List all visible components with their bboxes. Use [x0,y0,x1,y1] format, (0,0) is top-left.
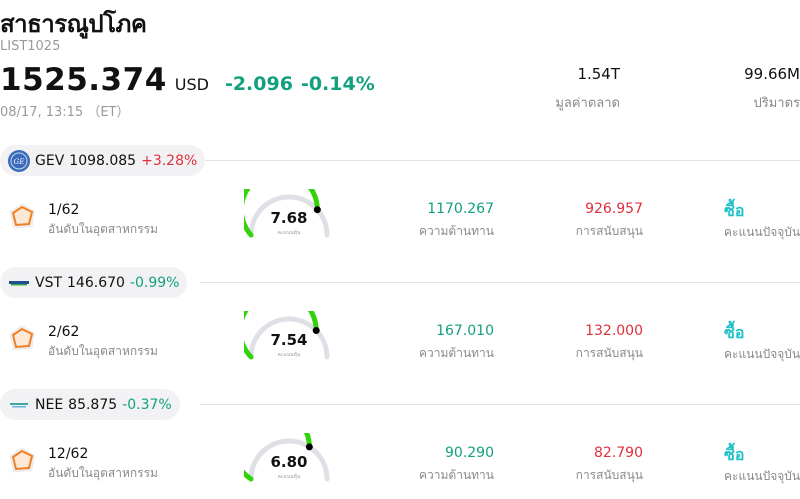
stock-ticker: GEV [35,152,65,169]
stock-price: 85.875 [68,396,118,413]
gauge-fill [244,189,320,238]
resistance-label: ความต้านทาน [419,468,494,482]
rating-label: คะแนนปัจจุบัน [724,469,800,483]
industry-rank-label: อันดับในอุตสาหกรรม [48,222,158,236]
volume-value: 99.66M [744,65,800,83]
gauge-marker [313,206,321,214]
support-label: การสนับสนุน [575,224,643,238]
price-change: -2.096 [224,73,293,95]
stock-score-gauge [244,189,330,238]
stock-pill[interactable]: VST 146.670 -0.99% [0,267,188,298]
industry-rank-icon [7,201,37,231]
index-price: 1525.374 [0,62,167,98]
page-title: สาธารณูปโภค [0,10,147,38]
rating-buy-link[interactable]: ซื้อ [724,323,745,342]
stock-section[interactable]: GE GEV 1098.085 +3.28% 1/62 อันดับในอุตสาหกรร… [0,145,800,267]
industry-rank-icon [7,323,37,353]
stock-ticker: NEE [35,396,64,413]
support-value: 82.790 [594,445,643,461]
stock-score-value: 7.54 [270,331,308,349]
stock-section[interactable]: NEE 85.875 -0.37% 12/62 อันดับในอุตสาหกรรม 6.… [0,389,800,499]
support-label: การสนับสนุน [575,346,643,360]
market-cap-value: 1.54T [577,65,620,83]
industry-rank-icon [7,445,37,475]
gauge-track [248,194,330,238]
section-divider [200,404,800,405]
industry-rank-value: 2/62 [48,324,80,340]
vistra-logo-icon [8,272,30,294]
resistance-label: ความต้านทาน [419,346,494,360]
gauge-marker [312,326,320,334]
stock-change-pct: +3.28% [141,152,198,169]
stock-pill[interactable]: NEE 85.875 -0.37% [0,389,180,420]
stock-price: 1098.085 [69,152,137,169]
support-label: การสนับสนุน [575,468,643,482]
stock-section[interactable]: VST 146.670 -0.99% 2/62 อันดับในอุตสาหกรรม 7.… [0,267,800,389]
resistance-value: 167.010 [436,323,494,339]
stock-score-gauge [244,433,330,482]
section-divider [200,160,800,161]
gauge-track [248,438,330,482]
nextera-logo-icon [8,394,30,416]
gauge-track [248,316,330,360]
stock-score-value: 7.68 [270,209,308,227]
market-cap-stat: 1.54T มูลค่าตลาด [555,65,620,113]
currency-label: USD [174,75,209,94]
rating-buy-link[interactable]: ซื้อ [724,445,745,464]
price-change-pct: -0.14% [300,73,375,95]
market-cap-label: มูลค่าตลาด [555,96,620,111]
stock-score-label: คะแนนหุ้น [277,230,301,236]
stock-price: 146.670 [67,274,125,291]
support-value: 926.957 [585,201,643,217]
stock-change-pct: -0.37% [122,396,172,413]
stock-score-label: คะแนนหุ้น [277,352,301,358]
industry-rank-value: 12/62 [48,446,89,462]
svg-text:GE: GE [14,158,25,166]
index-symbol: LIST1025 [0,39,61,54]
stock-pill[interactable]: GE GEV 1098.085 +3.28% [0,145,206,176]
resistance-value: 1170.267 [427,201,494,217]
rating-label: คะแนนปัจจุบัน [724,225,800,239]
price-row: 1525.374 USD -2.096 -0.14% [0,62,375,98]
gauge-marker [305,443,313,451]
rating-label: คะแนนปัจจุบัน [724,347,800,361]
volume-label: ปริมาตร [753,96,800,111]
support-value: 132.000 [585,323,643,339]
ge-logo-icon: GE [8,149,30,172]
stock-ticker: VST [35,274,63,291]
stock-score-gauge [244,311,330,360]
industry-rank-value: 1/62 [48,202,80,218]
quote-timestamp: 08/17, 13:15 （ET） [0,105,130,120]
industry-rank-label: อันดับในอุตสาหกรรม [48,344,158,358]
section-divider [200,282,800,283]
resistance-value: 90.290 [445,445,494,461]
stock-score-label: คะแนนหุ้น [277,474,301,480]
resistance-label: ความต้านทาน [419,224,494,238]
industry-rank-label: อันดับในอุตสาหกรรม [48,466,158,480]
stock-change-pct: -0.99% [129,274,180,291]
volume-stat: 99.66M ปริมาตร [744,65,800,113]
stock-score-value: 6.80 [270,453,308,471]
rating-buy-link[interactable]: ซื้อ [724,201,745,220]
